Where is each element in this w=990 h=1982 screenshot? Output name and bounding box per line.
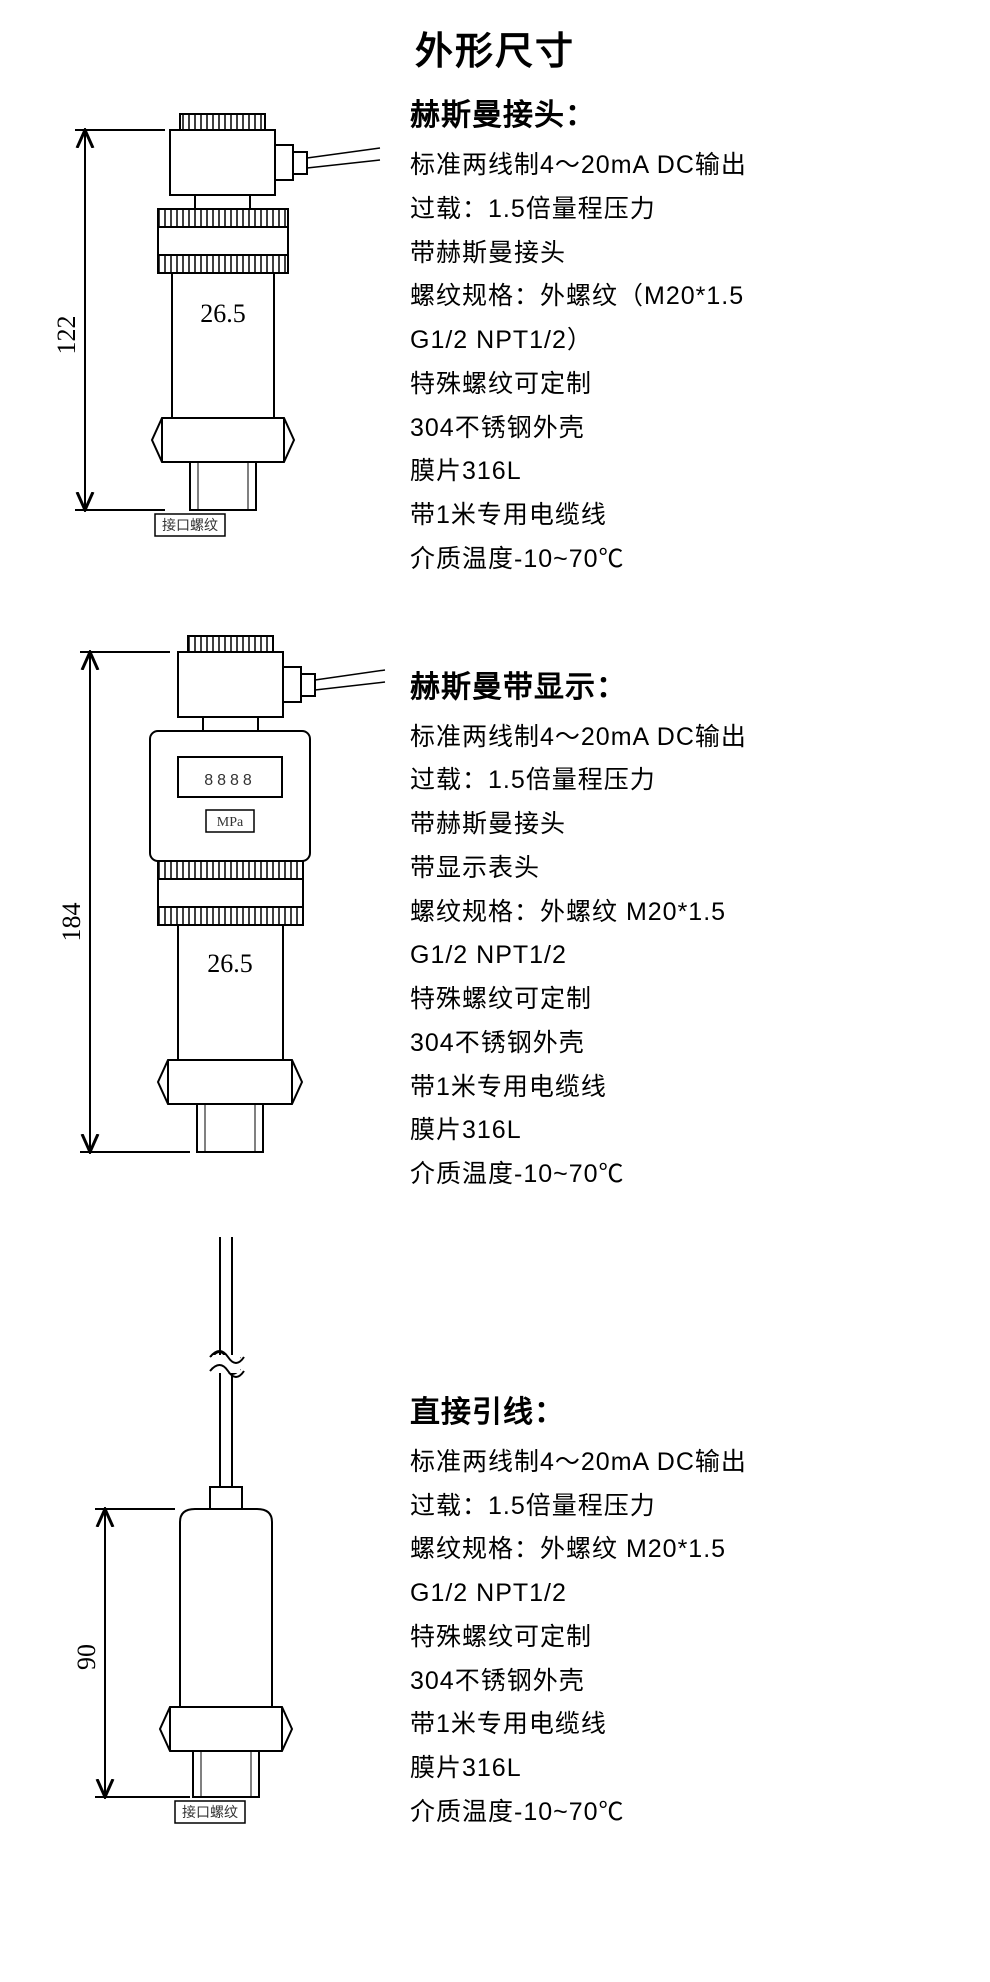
- spec-line: 特殊螺纹可定制: [410, 978, 960, 1022]
- dim-height-2: 184: [57, 902, 86, 941]
- diagram-direct-lead: 90 接口螺纹: [30, 1237, 400, 1837]
- spec-line: 特殊螺纹可定制: [410, 1616, 960, 1660]
- spec-line: 螺纹规格：外螺纹 M20*1.5: [410, 1528, 960, 1572]
- spec-line: 带赫斯曼接头: [410, 803, 960, 847]
- thread-label-3: 接口螺纹: [182, 1804, 238, 1820]
- spec-line: G1/2 NPT1/2: [410, 934, 960, 978]
- spec-line: 304不锈钢外壳: [410, 1660, 960, 1704]
- spec-line: 带1米专用电缆线: [410, 1703, 960, 1747]
- dim-diameter-1: 26.5: [200, 299, 246, 328]
- section-hirschmann-display: 184 8888 MPa 26.5: [30, 622, 960, 1197]
- spec-line: 304不锈钢外壳: [410, 407, 960, 451]
- spec-line: 带1米专用电缆线: [410, 1066, 960, 1110]
- display-unit: MPa: [217, 815, 244, 830]
- spec-line: 标准两线制4～20mA DC输出: [410, 144, 960, 188]
- spec-line: 膜片316L: [410, 1747, 960, 1791]
- diagram-hirschmann: 122 26.5: [30, 90, 400, 550]
- spec-line: 螺纹规格：外螺纹 M20*1.5: [410, 891, 960, 935]
- spec-line: G1/2 NPT1/2）: [410, 319, 960, 363]
- spec-line: 带1米专用电缆线: [410, 494, 960, 538]
- spec-line: 膜片316L: [410, 1109, 960, 1153]
- spec-line: 特殊螺纹可定制: [410, 363, 960, 407]
- spec-line: 标准两线制4～20mA DC输出: [410, 716, 960, 760]
- dim-height-1: 122: [52, 316, 81, 355]
- spec-line: 膜片316L: [410, 450, 960, 494]
- spec-line: 带赫斯曼接头: [410, 232, 960, 276]
- spec-line: 介质温度-10~70℃: [410, 538, 960, 582]
- spec-line: 标准两线制4～20mA DC输出: [410, 1441, 960, 1485]
- spec-line: 过载：1.5倍量程压力: [410, 759, 960, 803]
- text-hirschmann: 赫斯曼接头： 标准两线制4～20mA DC输出 过载：1.5倍量程压力 带赫斯曼…: [400, 90, 960, 582]
- text-direct-lead: 直接引线： 标准两线制4～20mA DC输出 过载：1.5倍量程压力 螺纹规格：…: [400, 1237, 960, 1835]
- heading-hirschmann-display: 赫斯曼带显示：: [410, 662, 960, 706]
- section-direct-lead: 90 接口螺纹 直接引线： 标准两线制4～20mA DC输出 过载：1.5倍量程…: [30, 1237, 960, 1837]
- spec-line: 带显示表头: [410, 847, 960, 891]
- spec-line: 介质温度-10~70℃: [410, 1153, 960, 1197]
- diagram-hirschmann-display: 184 8888 MPa 26.5: [30, 622, 400, 1182]
- text-hirschmann-display: 赫斯曼带显示： 标准两线制4～20mA DC输出 过载：1.5倍量程压力 带赫斯…: [400, 622, 960, 1197]
- dim-height-3: 90: [72, 1644, 101, 1670]
- spec-line: 介质温度-10~70℃: [410, 1791, 960, 1835]
- section-hirschmann: 122 26.5: [30, 90, 960, 582]
- dim-diameter-2: 26.5: [207, 949, 253, 978]
- spec-line: 过载：1.5倍量程压力: [410, 188, 960, 232]
- spec-line: 螺纹规格：外螺纹（M20*1.5: [410, 275, 960, 319]
- display-digits: 8888: [204, 772, 256, 789]
- spec-line: 过载：1.5倍量程压力: [410, 1485, 960, 1529]
- page-title: 外形尺寸: [30, 20, 960, 75]
- heading-hirschmann: 赫斯曼接头：: [410, 90, 960, 134]
- thread-label-1: 接口螺纹: [162, 517, 218, 533]
- heading-direct-lead: 直接引线：: [410, 1387, 960, 1431]
- spec-line: G1/2 NPT1/2: [410, 1572, 960, 1616]
- spec-line: 304不锈钢外壳: [410, 1022, 960, 1066]
